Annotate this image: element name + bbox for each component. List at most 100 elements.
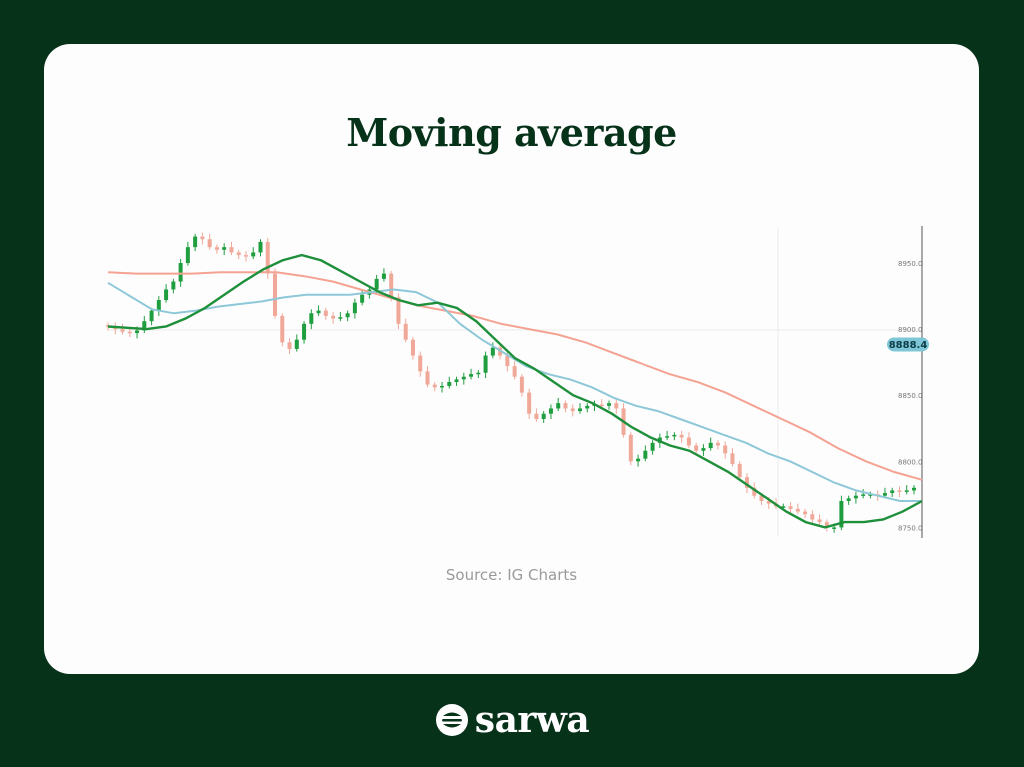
- candle-body: [316, 310, 321, 314]
- candle-body: [273, 273, 278, 316]
- candle-body: [701, 448, 706, 451]
- candle-body: [461, 376, 466, 380]
- candle-body: [265, 241, 270, 274]
- candle-body: [730, 453, 735, 464]
- candle-body: [781, 506, 786, 508]
- candle-body: [570, 408, 575, 412]
- candle-body: [309, 313, 314, 324]
- candle-body: [694, 445, 699, 451]
- candle-body: [512, 366, 517, 377]
- candle-body: [185, 247, 190, 264]
- candle-body: [106, 325, 110, 327]
- candle-body: [904, 490, 909, 492]
- candle-body: [636, 458, 641, 462]
- candle-body: [149, 310, 154, 322]
- candle-body: [120, 329, 125, 332]
- candle-body: [193, 236, 198, 248]
- candle-body: [251, 252, 256, 257]
- candle-body: [222, 247, 227, 250]
- candle-body: [294, 339, 299, 349]
- brand-logo: sarwa: [0, 700, 1024, 740]
- content-card: Moving average 8950.0 8900.0 8850.0 8800.0 8…: [44, 44, 979, 674]
- candle-body: [628, 434, 633, 462]
- candle-body: [810, 514, 815, 520]
- candle-body: [853, 495, 858, 499]
- current-price-label: 8888.4: [889, 340, 928, 351]
- candle-body: [243, 255, 248, 257]
- candle-body: [839, 500, 844, 528]
- candle-body: [723, 445, 728, 454]
- candle-body: [280, 315, 285, 343]
- candle-body: [541, 413, 546, 420]
- candle-body: [178, 263, 183, 282]
- candle-body: [425, 371, 430, 385]
- candle-body: [505, 355, 510, 367]
- candle-body: [338, 317, 343, 319]
- y-axis-ticks: 8950.0 8900.0 8850.0 8800.0 8750.0: [898, 260, 923, 532]
- candle-body: [352, 302, 357, 314]
- candle-body: [686, 437, 691, 446]
- candle-body: [737, 463, 742, 478]
- y-tick-label: 8900.0: [898, 326, 923, 334]
- page-title: Moving average: [346, 110, 677, 155]
- y-tick-label: 8850.0: [898, 392, 923, 400]
- candle-body: [360, 294, 365, 303]
- candle-body: [665, 436, 670, 438]
- candle-body: [207, 239, 212, 248]
- y-tick-label: 8950.0: [898, 260, 923, 268]
- candle-body: [345, 313, 350, 318]
- candle-body: [643, 450, 648, 459]
- candle-body: [287, 342, 292, 349]
- candle-body: [759, 495, 764, 501]
- candle-body: [882, 493, 887, 496]
- candle-body: [476, 372, 481, 375]
- candle-body: [527, 392, 532, 414]
- candle-body: [679, 434, 684, 438]
- candle-body: [469, 374, 474, 377]
- candle-body: [171, 281, 176, 290]
- candle-body: [432, 384, 437, 388]
- candle-body: [447, 382, 452, 386]
- candle-body: [577, 408, 582, 412]
- candle-body: [236, 252, 241, 256]
- candle-body: [672, 434, 677, 437]
- candle-body: [795, 508, 800, 512]
- candle-body: [715, 442, 720, 446]
- moving-average-chart: 8950.0 8900.0 8850.0 8800.0 8750.0 8888.4: [84, 218, 944, 548]
- candle-body: [817, 519, 822, 523]
- candle-body: [302, 323, 307, 340]
- candle-body: [556, 403, 561, 409]
- y-tick-label: 8800.0: [898, 458, 923, 466]
- candle-body: [752, 487, 757, 496]
- sarwa-logo-icon: [435, 704, 468, 736]
- candle-body: [650, 442, 655, 451]
- candle-body: [389, 273, 394, 298]
- current-price-tag: 8888.4: [887, 337, 929, 352]
- candle-body: [788, 506, 793, 509]
- candle-body: [490, 347, 495, 356]
- candle-body: [214, 247, 219, 250]
- candle-body: [454, 379, 459, 382]
- candle-body: [599, 404, 604, 406]
- candle-body: [331, 315, 336, 319]
- candle-body: [258, 241, 263, 253]
- candle-body: [483, 355, 488, 373]
- brand-name: sarwa: [474, 699, 590, 741]
- candle-body: [440, 385, 445, 388]
- ma-short-line: [107, 253, 923, 529]
- candle-body: [607, 403, 612, 406]
- candle-body: [766, 500, 771, 504]
- candle-body: [585, 405, 590, 409]
- candle-body: [846, 498, 851, 501]
- candle-body: [890, 490, 895, 494]
- candle-body: [396, 297, 401, 324]
- candle-body: [403, 323, 408, 340]
- candle-body: [824, 522, 829, 528]
- candle-body: [135, 330, 140, 334]
- candle-body: [200, 236, 205, 240]
- candle-body: [381, 273, 386, 279]
- candle-body: [156, 300, 161, 311]
- candle-body: [164, 289, 169, 301]
- candle-body: [519, 376, 524, 393]
- candle-body: [897, 490, 902, 492]
